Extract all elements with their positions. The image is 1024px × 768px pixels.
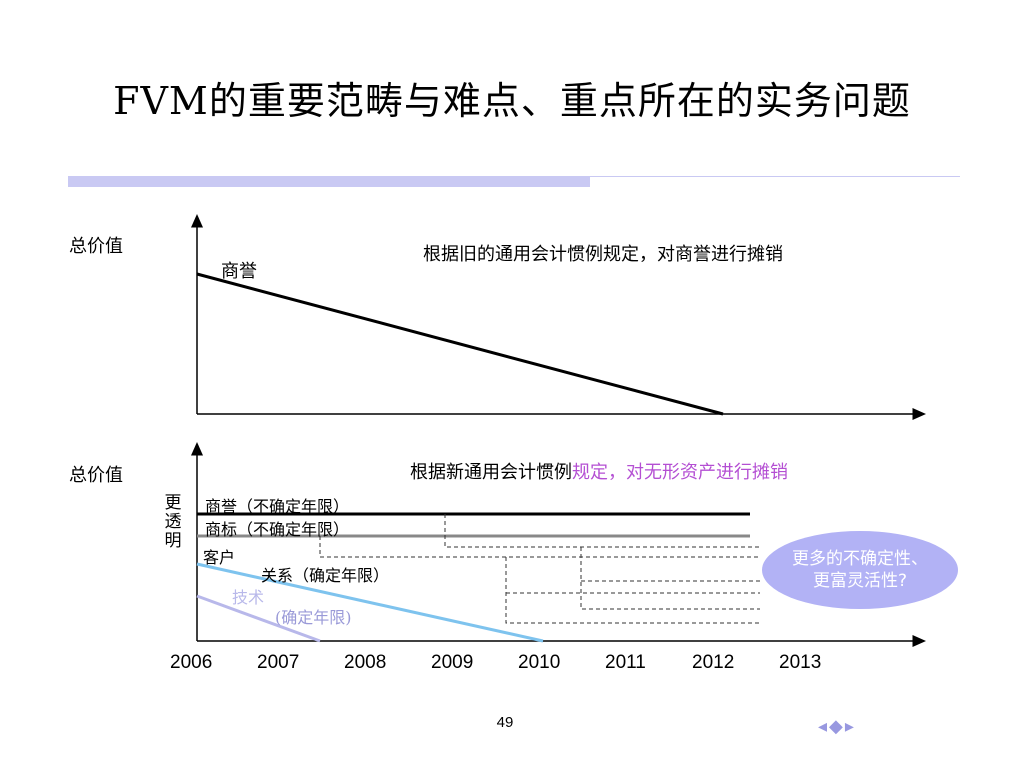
slide-title: FVM的重要范畴与难点、重点所在的实务问题	[113, 79, 911, 123]
year-label: 2010	[518, 652, 561, 673]
year-label: 2007	[257, 652, 300, 673]
technology-line	[196, 594, 321, 643]
goodwill-indefinite-label: 商誉（不确定年限）	[205, 497, 350, 516]
top-chart-note: 根据旧的通用会计惯例规定，对商誉进行摊销	[423, 244, 783, 265]
year-label: 2006	[170, 652, 213, 673]
technology-period-label: (确定年限)	[275, 608, 352, 627]
trademark-indefinite-label: 商标（不确定年限）	[205, 520, 350, 539]
title-underline-thin	[590, 176, 960, 177]
top-goodwill-line	[196, 272, 724, 416]
year-label: 2009	[431, 652, 474, 673]
transparency-char-3: 明	[164, 531, 182, 551]
technology-label: 技术	[232, 588, 265, 607]
year-label: 2011	[605, 652, 646, 673]
customer-relation-line	[196, 562, 544, 643]
bottom-note-black: 根据新通用会计惯例	[410, 462, 572, 483]
uncertainty-bubble: 更多的不确定性、 更富灵活性?	[762, 531, 958, 609]
relation-label: 关系（确定年限）	[261, 566, 390, 585]
year-label: 2013	[779, 652, 822, 673]
bottom-chart-note: 根据新通用会计惯例规定，对无形资产进行摊销	[410, 458, 788, 484]
title-underline-thick	[68, 176, 590, 187]
page-number: 49	[496, 714, 514, 731]
transparency-label: 更 透 明	[163, 494, 183, 551]
bottom-note-purple: 规定，对无形资产进行摊销	[572, 462, 788, 483]
dashed-alternatives	[319, 514, 760, 624]
customer-label: 客户	[203, 548, 236, 567]
bottom-y-label: 总价值	[69, 465, 123, 486]
bubble-line-1: 更多的不确定性、	[792, 549, 928, 569]
slide-nav-icon[interactable]: ◂◆▸	[818, 716, 856, 737]
transparency-char-2: 透	[164, 512, 182, 532]
year-label: 2012	[692, 652, 735, 673]
bubble-line-2: 更富灵活性?	[812, 571, 908, 591]
transparency-char-1: 更	[164, 493, 182, 513]
top-y-label: 总价值	[69, 236, 123, 257]
top-goodwill-label: 商誉	[221, 261, 257, 282]
year-label: 2008	[344, 652, 387, 673]
